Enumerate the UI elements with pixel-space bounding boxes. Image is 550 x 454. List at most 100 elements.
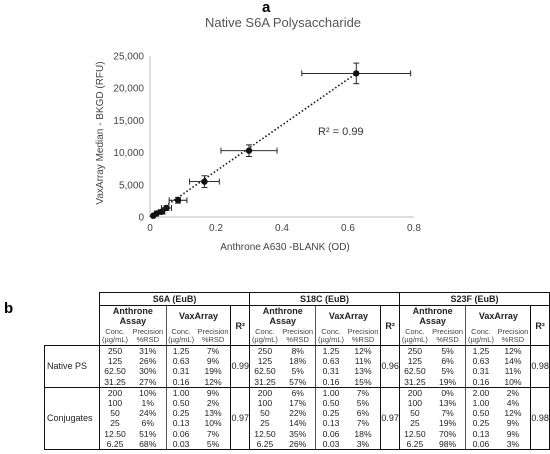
corner-cell [44, 326, 100, 346]
data-point-group [168, 196, 188, 204]
chart-title: Native S6A Polysaccharide [205, 15, 361, 30]
table-cell: 4% [506, 398, 520, 409]
table-cell: 98% [429, 438, 466, 451]
table-cell: 6% [141, 418, 154, 429]
table-cell: 0.63 [465, 356, 496, 367]
table-cell: 250 [99, 345, 130, 357]
table-cell: 30% [139, 366, 157, 377]
r-squared-annotation: R² = 0.99 [318, 126, 364, 138]
table-cell: 200 [249, 386, 280, 399]
column-header-precision: Precision %RSD [495, 326, 531, 346]
table-cell: 6.25 [398, 438, 430, 451]
column-header-conc: Conc. (µg/mL) [398, 326, 430, 346]
column-header-text: Conc. [471, 326, 491, 336]
row-label: Conjugates [43, 386, 100, 451]
table-cell: 0.25 [465, 418, 496, 429]
group-header: S23F (EuB) [398, 292, 550, 306]
table-cell: 1.25 [315, 345, 346, 357]
r-squared-value: 0.98 [530, 345, 550, 388]
table-cell: 50 [249, 408, 280, 419]
table-cell: 9% [506, 428, 520, 439]
table-row: 125 26% 0.63 9% 125 18% 0.63 11% 125 6% 0.63 14% [45, 356, 550, 367]
y-tick-label: 20,000 [113, 84, 144, 95]
y-tick-label: 15,000 [113, 116, 144, 127]
y-tick-label: 10,000 [113, 148, 144, 159]
table-cell: 27% [129, 376, 167, 388]
table-cell: 0.50 [165, 398, 196, 409]
table-cell: 7% [345, 386, 381, 399]
corner-cell [45, 306, 100, 327]
table-cell: 13% [204, 408, 222, 419]
table-cell: 14% [289, 418, 307, 429]
subgroup-header: VaxArray [165, 305, 231, 326]
data-point [201, 178, 208, 185]
table-cell: 9% [506, 418, 520, 429]
column-header-text: Conc. [105, 326, 125, 336]
column-header-conc: Conc. (µg/mL) [165, 326, 196, 346]
table-cell: 1.25 [465, 345, 496, 357]
table-cell: 25 [398, 418, 430, 429]
table-cell: 5% [429, 345, 466, 357]
column-header-text: Precision [497, 326, 529, 336]
table-cell: 68% [129, 438, 167, 451]
table-cell: 125 [398, 356, 430, 367]
table-cell: 12% [345, 345, 381, 357]
table-cell: 9% [195, 386, 231, 399]
group-header: S18C (EuB) [249, 292, 400, 306]
panel-b-label: b [4, 300, 14, 317]
chart-ticks: 0 0.2 0.4 0.6 0.8 0 5,000 10,000 15,000 20,000 25,… [113, 52, 421, 235]
table-cell: 0.13 [315, 418, 346, 429]
r-squared-header: R² [230, 305, 251, 346]
r-squared-header: R² [380, 305, 400, 346]
table-cell: 125 [249, 356, 280, 367]
x-tick-label: 0 [147, 223, 153, 234]
column-header-text: %RSD [436, 334, 459, 344]
table-cell: 250 [249, 345, 280, 357]
column-header-conc: Conc. (µg/mL) [315, 326, 346, 346]
group-header: S6A (EuB) [99, 292, 251, 306]
table-cell: 31.25 [99, 376, 130, 388]
column-header-text: Precision [432, 326, 464, 336]
table-cell: 8% [279, 345, 316, 357]
table-cell: 13% [354, 366, 372, 377]
data-point [245, 147, 253, 154]
table-cell: 7% [206, 428, 220, 439]
table-cell: 62.50 [398, 366, 430, 377]
table-cell: 17% [289, 398, 307, 409]
table-cell: 7% [441, 408, 454, 419]
table-cell: 5% [291, 366, 304, 377]
table-cell: 51% [139, 428, 157, 439]
column-header-text: %RSD [136, 334, 160, 344]
table-cell: 25 [99, 418, 130, 429]
table-cell: 19% [204, 366, 222, 377]
column-header-text: (µg/mL) [318, 334, 345, 344]
table-cell: 19% [429, 376, 466, 388]
table-cell: 5% [441, 366, 454, 377]
table-cell: 2% [206, 398, 220, 409]
table-cell: 0.16 [165, 376, 196, 388]
column-header-precision: Precision %RSD [345, 326, 381, 346]
data-point-group [161, 204, 172, 212]
column-header-text: %RSD [501, 334, 525, 344]
table-cell: 0.16 [465, 376, 496, 388]
y-tick-label: 25,000 [113, 52, 144, 63]
results-table: S6A (EuB) S18C (EuB) S23F (EuB) Anthrone As… [43, 292, 550, 451]
table-row: 100 1% 0.50 2% 100 17% 0.50 5% 100 13% 1.00 4% [45, 398, 550, 409]
table-cell: 0.06 [465, 438, 496, 451]
data-point [353, 70, 360, 77]
scatter-chart: Native S6A Polysaccharide 0 0.2 0.4 0.6 0.80… [95, 15, 421, 253]
x-tick-label: 0.4 [275, 223, 289, 234]
table-cell: 31.25 [398, 376, 430, 388]
table-cell: 3% [495, 438, 531, 451]
chart-points [150, 62, 412, 219]
column-header-precision: Precision %RSD [129, 326, 167, 346]
r-squared-value: 0.99 [230, 345, 251, 388]
table-row: 31.25 27% 0.16 12% 31.25 57% 0.16 15% 31.25 19% 0.… [45, 376, 550, 388]
table-cell: 5% [195, 438, 231, 451]
table-cell: 0.03 [165, 438, 196, 451]
table-cell: 0.16 [315, 376, 346, 388]
table-cell: 6% [279, 386, 316, 399]
column-header-precision: Precision %RSD [195, 326, 231, 346]
table-cell: 57% [279, 376, 316, 388]
table-cell: 24% [139, 408, 157, 419]
